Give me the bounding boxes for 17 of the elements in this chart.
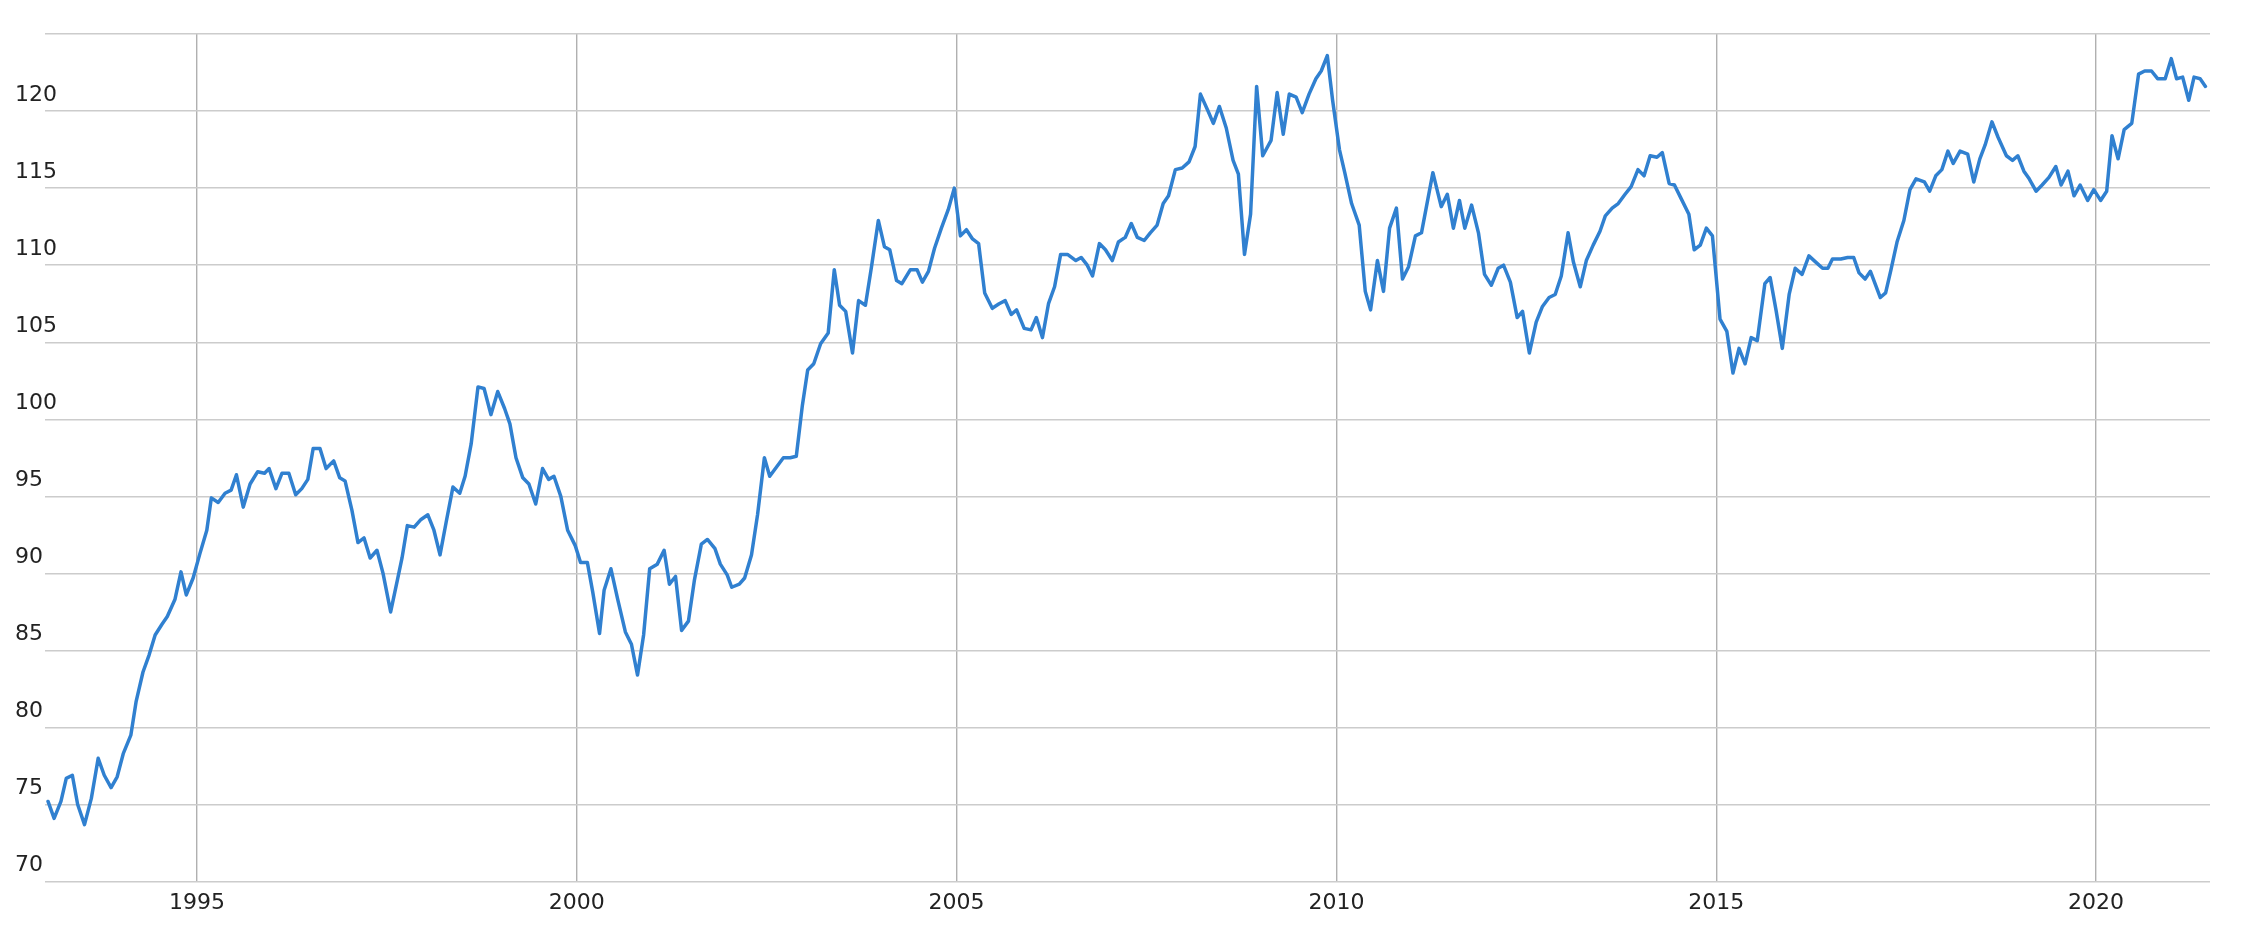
x-tick-label: 2000 <box>548 888 605 914</box>
y-tick-label: 80 <box>15 697 43 723</box>
y-tick-label: 95 <box>15 466 43 492</box>
y-tick-label: 75 <box>15 774 43 800</box>
y-tick-label: 90 <box>15 543 43 569</box>
x-tick-label: 2010 <box>1308 888 1365 914</box>
y-tick-label: 85 <box>15 620 43 646</box>
y-tick-label: 120 <box>15 80 57 106</box>
x-tick-label: 1995 <box>168 888 225 914</box>
y-tick-label: 110 <box>15 234 57 260</box>
y-tick-label: 105 <box>15 311 57 337</box>
x-tick-label: 2005 <box>928 888 985 914</box>
y-tick-label: 100 <box>15 388 57 414</box>
y-tick-label: 70 <box>15 851 43 877</box>
x-tick-label: 2020 <box>2068 888 2125 914</box>
y-tick-label: 115 <box>15 157 57 183</box>
x-tick-label: 2015 <box>1688 888 1745 914</box>
